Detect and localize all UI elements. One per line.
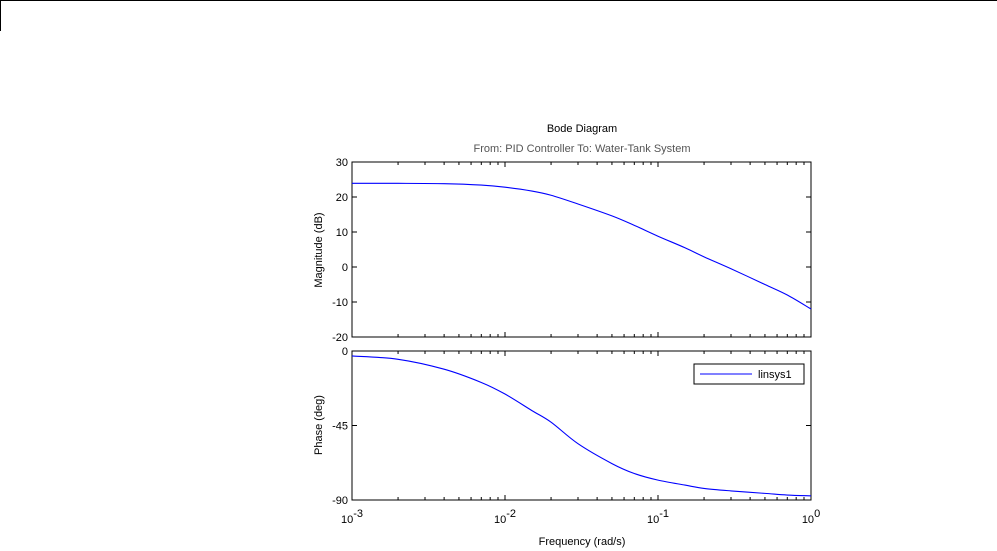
phase-series-line <box>351 355 812 497</box>
magnitude-y-tick-label: 0 <box>342 262 348 274</box>
x-tick-label: 100 <box>802 508 820 526</box>
window-top-border <box>0 0 997 1</box>
axis-ticks <box>351 161 812 501</box>
x-tick-label: 10-2 <box>494 508 516 526</box>
x-axis-label: Frequency (rad/s) <box>539 536 626 548</box>
magnitude-series-line <box>351 182 812 310</box>
legend-label: linsys1 <box>758 369 792 381</box>
legend: linsys1 <box>693 363 805 385</box>
x-tick-label: 10-1 <box>647 508 669 526</box>
phase-y-tick-label: -90 <box>332 495 348 507</box>
magnitude-y-tick-label: 10 <box>336 227 348 239</box>
magnitude-y-tick-label: 30 <box>336 157 348 169</box>
window-left-border <box>0 0 1 31</box>
phase-y-tick-label: -45 <box>332 421 348 433</box>
magnitude-axes <box>351 161 812 338</box>
x-tick-label: 10-3 <box>341 508 363 526</box>
phase-y-tick-label: 0 <box>342 346 348 358</box>
chart-subtitle: From: PID Controller To: Water-Tank Syst… <box>474 143 691 155</box>
magnitude-axis-label: Magnitude (dB) <box>313 212 325 287</box>
chart-title: Bode Diagram <box>547 123 617 135</box>
phase-axis-label: Phase (deg) <box>313 395 325 455</box>
magnitude-y-tick-label: -20 <box>332 332 348 344</box>
magnitude-y-tick-label: -10 <box>332 297 348 309</box>
magnitude-y-tick-label: 20 <box>336 192 348 204</box>
